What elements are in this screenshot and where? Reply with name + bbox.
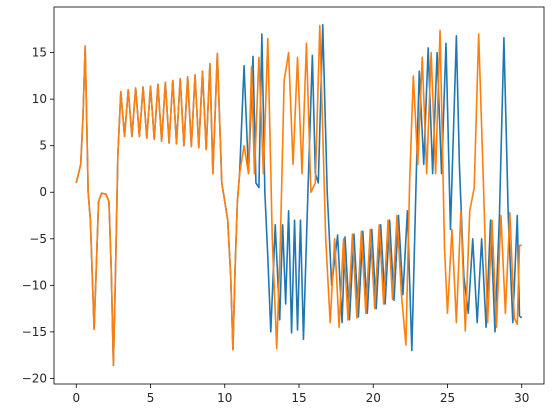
y-tick-label: 15 <box>32 46 47 60</box>
x-tick-label: 30 <box>514 391 529 405</box>
x-tick-label: 10 <box>217 391 232 405</box>
x-tick-label: 25 <box>440 391 455 405</box>
series-layer <box>75 23 523 367</box>
x-axis-ticks: 0 5 10 15 20 25 30 <box>72 384 529 405</box>
plot-area <box>54 7 544 384</box>
y-tick-label: −10 <box>22 278 47 292</box>
y-tick-label: −5 <box>29 232 47 246</box>
y-tick-label: 5 <box>39 139 47 153</box>
y-tick-label: −15 <box>22 325 47 339</box>
y-axis-ticks: −20 −15 −10 −5 0 5 10 15 <box>22 46 54 385</box>
x-tick-label: 20 <box>366 391 381 405</box>
y-tick-label: −20 <box>22 371 47 385</box>
x-tick-label: 5 <box>147 391 155 405</box>
x-tick-label: 15 <box>291 391 306 405</box>
series-line-2 <box>75 24 522 367</box>
y-tick-label: 10 <box>32 92 47 106</box>
y-tick-label: 0 <box>39 185 47 199</box>
x-tick-label: 0 <box>72 391 80 405</box>
